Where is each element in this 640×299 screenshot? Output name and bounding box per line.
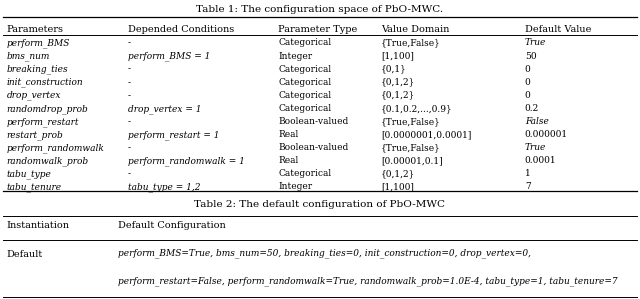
Text: -: - (128, 117, 131, 126)
Text: tabu_type = 1,2: tabu_type = 1,2 (128, 182, 200, 192)
Text: bms_num: bms_num (6, 51, 50, 61)
Text: 0.2: 0.2 (525, 104, 539, 113)
Text: Boolean-valued: Boolean-valued (278, 143, 349, 152)
Text: -: - (128, 91, 131, 100)
Text: -: - (128, 143, 131, 152)
Text: 0.000001: 0.000001 (525, 130, 568, 139)
Text: Integer: Integer (278, 182, 312, 191)
Text: perform_randomwalk = 1: perform_randomwalk = 1 (128, 156, 245, 166)
Text: Categorical: Categorical (278, 91, 332, 100)
Text: Categorical: Categorical (278, 78, 332, 87)
Text: perform_BMS: perform_BMS (6, 39, 70, 48)
Text: True: True (525, 143, 546, 152)
Text: 1: 1 (525, 169, 531, 178)
Text: True: True (525, 39, 546, 48)
Text: randomdrop_prob: randomdrop_prob (6, 104, 88, 114)
Text: Categorical: Categorical (278, 169, 332, 178)
Text: init_construction: init_construction (6, 78, 83, 87)
Text: Real: Real (278, 156, 299, 165)
Text: 0: 0 (525, 91, 531, 100)
Text: Integer: Integer (278, 51, 312, 60)
Text: [1,100]: [1,100] (381, 51, 413, 60)
Text: Default Value: Default Value (525, 25, 591, 34)
Text: perform_BMS=True, bms_num=50, breaking_ties=0, init_construction=0, drop_vertex=: perform_BMS=True, bms_num=50, breaking_t… (118, 248, 531, 258)
Text: tabu_type: tabu_type (6, 169, 51, 179)
Text: Default: Default (6, 250, 43, 259)
Text: perform_restart=False, perform_randomwalk=True, randomwalk_prob=1.0E-4, tabu_typ: perform_restart=False, perform_randomwal… (118, 277, 618, 286)
Text: perform_restart: perform_restart (6, 117, 79, 126)
Text: {True,False}: {True,False} (381, 143, 440, 152)
Text: Table 1: The configuration space of PbO-MWC.: Table 1: The configuration space of PbO-… (196, 5, 444, 14)
Text: breaking_ties: breaking_ties (6, 65, 68, 74)
Text: Value Domain: Value Domain (381, 25, 449, 34)
Text: [0.00001,0.1]: [0.00001,0.1] (381, 156, 442, 165)
Text: {0.1,0.2,...,0.9}: {0.1,0.2,...,0.9} (381, 104, 452, 113)
Text: Boolean-valued: Boolean-valued (278, 117, 349, 126)
Text: {0,1}: {0,1} (381, 65, 406, 74)
Text: {0,1,2}: {0,1,2} (381, 78, 415, 87)
Text: -: - (128, 65, 131, 74)
Text: Default Configuration: Default Configuration (118, 221, 226, 230)
Text: {True,False}: {True,False} (381, 39, 440, 48)
Text: Real: Real (278, 130, 299, 139)
Text: Categorical: Categorical (278, 65, 332, 74)
Text: Instantiation: Instantiation (6, 221, 69, 230)
Text: drop_vertex = 1: drop_vertex = 1 (128, 104, 202, 114)
Text: 0: 0 (525, 65, 531, 74)
Text: [1,100]: [1,100] (381, 182, 413, 191)
Text: 7: 7 (525, 182, 531, 191)
Text: -: - (128, 78, 131, 87)
Text: Table 2: The default configuration of PbO-MWC: Table 2: The default configuration of Pb… (195, 200, 445, 209)
Text: perform_randomwalk: perform_randomwalk (6, 143, 104, 153)
Text: Parameter Type: Parameter Type (278, 25, 358, 34)
Text: perform_BMS = 1: perform_BMS = 1 (128, 51, 211, 61)
Text: -: - (128, 39, 131, 48)
Text: {0,1,2}: {0,1,2} (381, 91, 415, 100)
Text: tabu_tenure: tabu_tenure (6, 182, 61, 192)
Text: Parameters: Parameters (6, 25, 63, 34)
Text: Depended Conditions: Depended Conditions (128, 25, 234, 34)
Text: {0,1,2}: {0,1,2} (381, 169, 415, 178)
Text: perform_restart = 1: perform_restart = 1 (128, 130, 220, 140)
Text: 50: 50 (525, 51, 536, 60)
Text: drop_vertex: drop_vertex (6, 91, 61, 100)
Text: False: False (525, 117, 548, 126)
Text: randomwalk_prob: randomwalk_prob (6, 156, 88, 166)
Text: {True,False}: {True,False} (381, 117, 440, 126)
Text: -: - (128, 169, 131, 178)
Text: restart_prob: restart_prob (6, 130, 63, 140)
Text: Categorical: Categorical (278, 104, 332, 113)
Text: 0: 0 (525, 78, 531, 87)
Text: 0.0001: 0.0001 (525, 156, 556, 165)
Text: Categorical: Categorical (278, 39, 332, 48)
Text: [0.0000001,0.0001]: [0.0000001,0.0001] (381, 130, 471, 139)
